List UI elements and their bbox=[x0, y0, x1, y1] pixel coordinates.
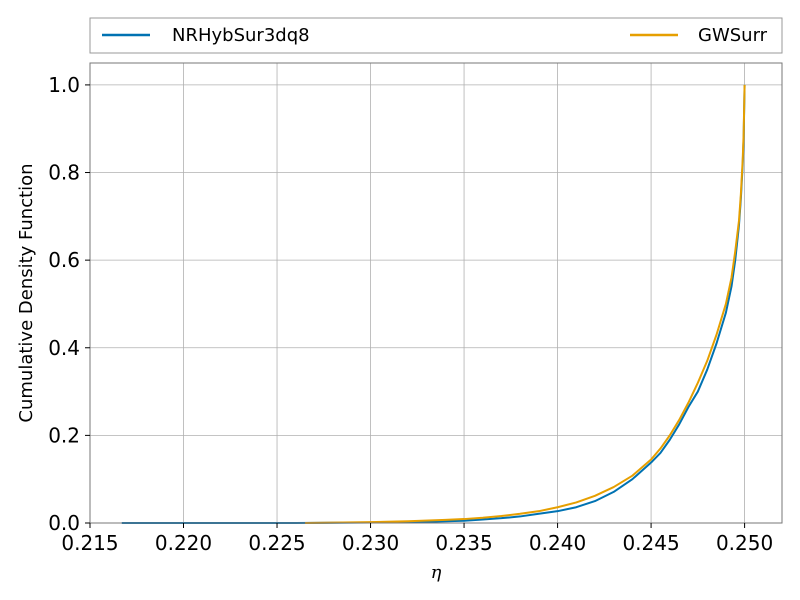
series-line-0 bbox=[121, 84, 746, 524]
y-axis-ticks: 0.0 0.2 0.4 0.6 0.8 1.0 bbox=[48, 73, 90, 535]
y-tick-label: 0.6 bbox=[48, 248, 80, 272]
series-line-1 bbox=[305, 84, 746, 524]
x-axis-label: η bbox=[431, 562, 442, 583]
x-tick-label: 0.235 bbox=[435, 531, 492, 555]
y-tick-label: 0.8 bbox=[48, 161, 80, 185]
y-tick-label: 0.4 bbox=[48, 336, 80, 360]
y-tick-label: 0.2 bbox=[48, 423, 80, 447]
x-axis-ticks: 0.215 0.220 0.225 0.230 0.235 0.240 0.245 0.250 bbox=[61, 523, 773, 555]
series-layer bbox=[121, 84, 746, 524]
plot-frame bbox=[90, 63, 782, 523]
plot-border bbox=[89, 62, 783, 524]
x-tick-label: 0.230 bbox=[342, 531, 399, 555]
y-tick-label: 1.0 bbox=[48, 73, 80, 97]
y-axis-label: Cumulative Density Function bbox=[16, 163, 37, 422]
grid bbox=[89, 63, 782, 524]
plot-area: 0.215 0.220 0.225 0.230 0.235 0.240 0.245 0.250… bbox=[48, 62, 783, 555]
x-tick-label: 0.225 bbox=[248, 531, 305, 555]
x-tick-label: 0.215 bbox=[61, 531, 118, 555]
y-tick-label: 0.0 bbox=[48, 511, 80, 535]
legend-label-series-0: NRHybSur3dq8 bbox=[172, 25, 310, 46]
x-tick-label: 0.240 bbox=[529, 531, 586, 555]
x-tick-label: 0.250 bbox=[716, 531, 773, 555]
legend: NRHybSur3dq8 GWSurr bbox=[89, 17, 783, 54]
x-tick-label: 0.245 bbox=[622, 531, 679, 555]
x-tick-label: 0.220 bbox=[155, 531, 212, 555]
legend-label-series-1: GWSurr bbox=[698, 25, 768, 46]
